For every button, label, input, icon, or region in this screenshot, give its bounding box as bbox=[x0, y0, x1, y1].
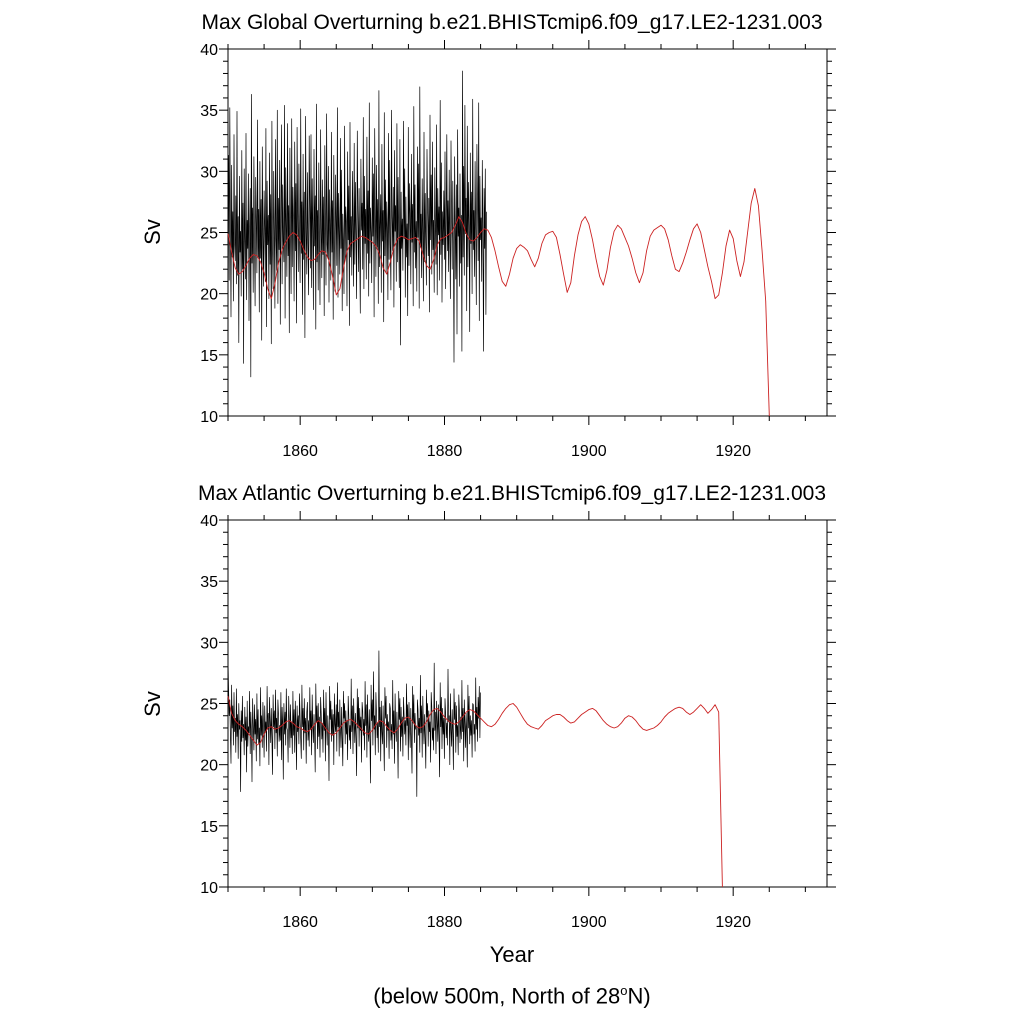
note-text: (below 500m, North of 28 bbox=[373, 983, 621, 1009]
y-tick-label: 30 bbox=[200, 635, 218, 652]
y-tick-label: 20 bbox=[200, 287, 218, 304]
subtitle-note: (below 500m, North of 28oN) bbox=[0, 983, 1024, 1009]
y-tick-label: 15 bbox=[200, 348, 218, 365]
series-smoothed-global bbox=[227, 188, 770, 417]
y-tick-label: 40 bbox=[200, 42, 218, 59]
x-tick-label: 1920 bbox=[715, 914, 751, 931]
y-tick-label: 35 bbox=[200, 574, 218, 591]
series-monthly-global bbox=[227, 70, 487, 378]
x-tick-label: 1860 bbox=[282, 443, 318, 460]
x-tick-label: 1860 bbox=[282, 914, 318, 931]
series-smoothed-atlantic bbox=[227, 696, 723, 888]
chart-title-atlantic: Max Atlantic Overturning b.e21.BHISTcmip… bbox=[197, 482, 827, 505]
note-degree: o bbox=[620, 983, 628, 998]
y-tick-label: 15 bbox=[200, 819, 218, 836]
note-text-end: N) bbox=[627, 983, 651, 1009]
series-monthly-atlantic bbox=[227, 650, 481, 797]
y-tick-label: 10 bbox=[200, 409, 218, 426]
x-tick-label: 1900 bbox=[571, 914, 607, 931]
y-tick-label: 10 bbox=[200, 880, 218, 897]
x-tick-label: 1880 bbox=[427, 914, 463, 931]
chart-title-global: Max Global Overturning b.e21.BHISTcmip6.… bbox=[201, 11, 823, 34]
y-tick-label: 40 bbox=[200, 513, 218, 530]
x-axis-label: Year bbox=[489, 942, 535, 967]
y-tick-label: 35 bbox=[200, 103, 218, 120]
y-tick-label: 20 bbox=[200, 758, 218, 775]
y-tick-label: 25 bbox=[200, 697, 218, 714]
x-tick-label: 1880 bbox=[427, 443, 463, 460]
x-tick-label: 1920 bbox=[715, 443, 751, 460]
y-tick-label: 30 bbox=[200, 164, 218, 181]
x-tick-label: 1900 bbox=[571, 443, 607, 460]
y-tick-label: 25 bbox=[200, 226, 218, 243]
